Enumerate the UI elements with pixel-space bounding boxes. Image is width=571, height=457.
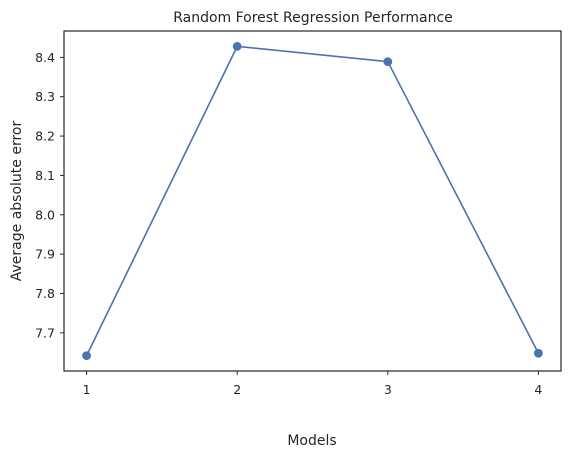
plot-frame	[63, 30, 562, 372]
y-tick-label: 8.4	[35, 50, 55, 65]
x-axis-label: Models	[287, 433, 336, 449]
chart-title: Random Forest Regression Performance	[173, 10, 453, 26]
y-axis-label: Average absolute error	[9, 121, 25, 282]
x-tick-label: 3	[384, 382, 392, 397]
data-point	[82, 351, 91, 361]
y-tick-label: 7.7	[35, 325, 55, 340]
y-tick-label: 8.1	[35, 168, 55, 183]
y-tick-label: 8.0	[35, 207, 55, 222]
y-tick-label: 7.8	[35, 286, 55, 301]
data-point	[232, 41, 242, 51]
data-point	[534, 348, 543, 358]
x-tick-label: 4	[534, 382, 542, 397]
x-tick-label: 2	[233, 382, 241, 397]
y-tick-label: 8.3	[35, 89, 55, 104]
series-line	[85, 45, 540, 357]
y-tick-label: 8.2	[35, 129, 55, 144]
y-tick-label: 7.9	[35, 247, 55, 262]
data-point	[383, 57, 393, 67]
x-tick-label: 1	[83, 382, 91, 397]
